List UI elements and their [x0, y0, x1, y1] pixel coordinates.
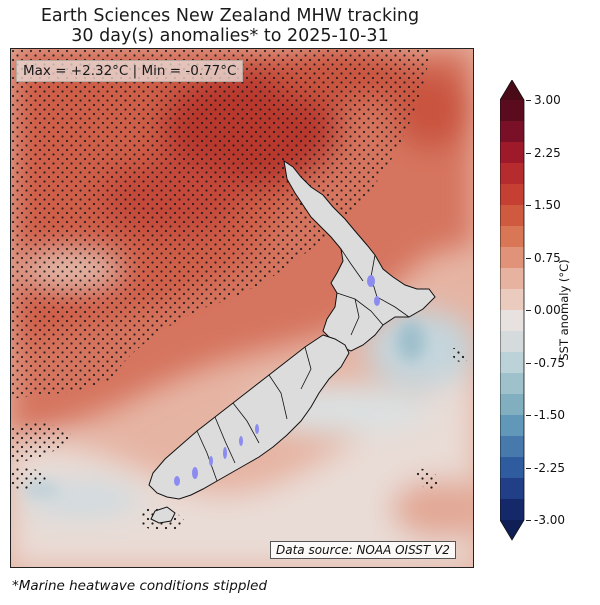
colorbar-label: SST anomaly (°C) — [557, 259, 571, 361]
stipple-footnote: *Marine heatwave conditions stippled — [12, 578, 268, 594]
colorbar-tick-label: 1.50 — [526, 198, 561, 212]
colorbar-extend-top — [500, 80, 524, 100]
north-island — [283, 159, 436, 352]
colorbar-band — [500, 331, 524, 353]
colorbar-band — [500, 100, 524, 122]
colorbar-band — [500, 436, 524, 458]
colorbar-band — [500, 142, 524, 164]
colorbar-tick-label: -2.25 — [525, 460, 566, 475]
colorbar-band — [500, 457, 524, 479]
colorbar-band — [500, 499, 524, 521]
colorbar-band — [500, 373, 524, 395]
mhw-stipple — [11, 49, 468, 532]
title-line-1: Earth Sciences New Zealand MHW tracking — [40, 6, 420, 26]
colorbar-band — [500, 352, 524, 374]
map-title: Earth Sciences New Zealand MHW tracking … — [0, 6, 460, 46]
colorbar-outline — [499, 79, 525, 541]
title-line-2: 30 day(s) anomalies* to 2025-10-31 — [71, 26, 389, 46]
colorbar-extend-bottom — [500, 520, 524, 540]
max-min-stats: Max = +2.32°C | Min = -0.77°C — [16, 60, 244, 82]
colorbar-tick-label: 2.25 — [526, 145, 561, 160]
colorbar-band — [500, 394, 524, 416]
lakes — [174, 275, 380, 486]
colorbar-band — [500, 184, 524, 206]
south-island — [148, 334, 350, 500]
new-zealand-land — [148, 159, 436, 524]
colorbar-band — [500, 247, 524, 269]
colorbar-tick-label: 3.00 — [526, 93, 561, 107]
colorbar-ramp — [499, 79, 525, 541]
colorbar-tick-label: -3.00 — [525, 513, 566, 527]
colorbar-band — [500, 415, 524, 437]
data-source-label: Data source: NOAA OISST V2 — [270, 541, 456, 559]
stewart-island — [150, 506, 176, 524]
colorbar-band — [500, 205, 524, 227]
colorbar-band — [500, 163, 524, 185]
colorbar-band — [500, 478, 524, 500]
map-canvas — [11, 49, 473, 567]
sst-anomaly-map — [10, 48, 474, 568]
colorbar-tick-label: 0.00 — [526, 303, 561, 317]
colorbar-tick-label: -1.50 — [525, 408, 566, 422]
colorbar: 3.00 2.25 1.50 0.75 0.00 -0.75 -1.50 -2.25 -3.00 — [499, 79, 590, 545]
colorbar-band — [500, 226, 524, 248]
colorbar-tick-label: -0.75 — [525, 355, 566, 370]
colorbar-band — [500, 310, 524, 332]
colorbar-band — [500, 121, 524, 143]
colorbar-tick-label: 0.75 — [526, 250, 561, 265]
colorbar-band — [500, 289, 524, 311]
colorbar-band — [500, 268, 524, 290]
